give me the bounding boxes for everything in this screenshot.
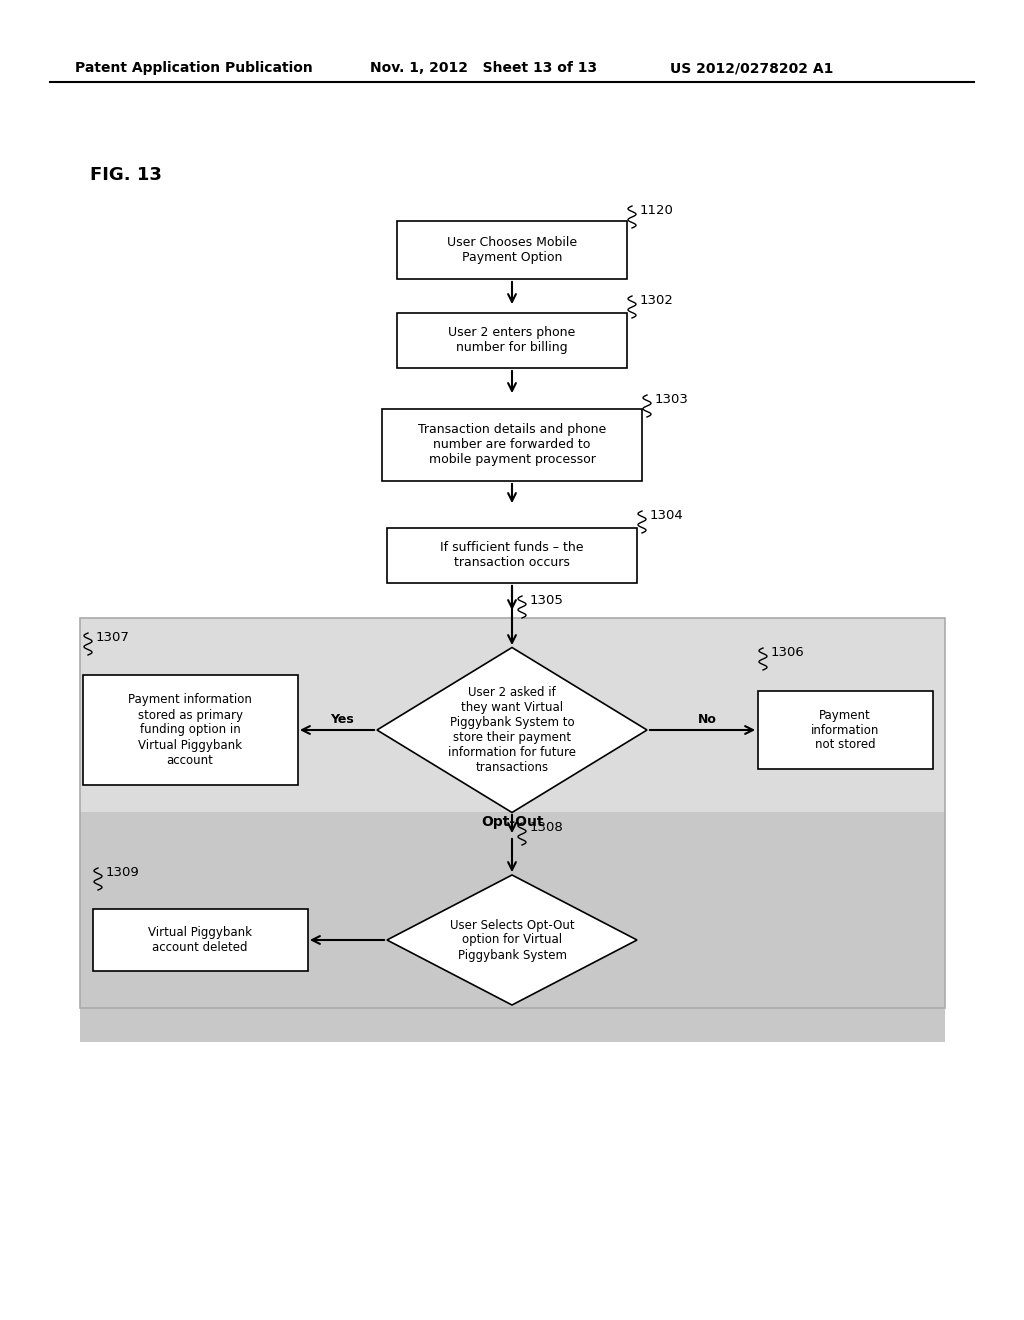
FancyBboxPatch shape (758, 690, 933, 770)
Polygon shape (387, 875, 637, 1005)
Text: Yes: Yes (330, 713, 354, 726)
Polygon shape (377, 648, 647, 813)
Text: Transaction details and phone
number are forwarded to
mobile payment processor: Transaction details and phone number are… (418, 424, 606, 466)
Text: 1305: 1305 (530, 594, 564, 607)
FancyBboxPatch shape (382, 409, 642, 480)
Text: US 2012/0278202 A1: US 2012/0278202 A1 (670, 61, 834, 75)
Text: User Selects Opt-Out
option for Virtual
Piggybank System: User Selects Opt-Out option for Virtual … (450, 919, 574, 961)
Text: 1306: 1306 (771, 645, 805, 659)
Text: User 2 asked if
they want Virtual
Piggybank System to
store their payment
inform: User 2 asked if they want Virtual Piggyb… (449, 686, 575, 774)
Text: Payment information
stored as primary
funding option in
Virtual Piggybank
accoun: Payment information stored as primary fu… (128, 693, 252, 767)
Text: FIG. 13: FIG. 13 (90, 166, 162, 183)
FancyBboxPatch shape (80, 618, 945, 1008)
FancyBboxPatch shape (397, 313, 627, 367)
Text: User Chooses Mobile
Payment Option: User Chooses Mobile Payment Option (446, 236, 578, 264)
Text: Payment
information
not stored: Payment information not stored (811, 709, 880, 751)
FancyBboxPatch shape (92, 909, 307, 972)
Text: Patent Application Publication: Patent Application Publication (75, 61, 312, 75)
Text: 1303: 1303 (655, 393, 689, 407)
Text: 1302: 1302 (640, 294, 674, 308)
FancyBboxPatch shape (397, 220, 627, 279)
Text: 1120: 1120 (640, 205, 674, 216)
Text: User 2 enters phone
number for billing: User 2 enters phone number for billing (449, 326, 575, 354)
Text: If sufficient funds – the
transaction occurs: If sufficient funds – the transaction oc… (440, 541, 584, 569)
Text: 1308: 1308 (530, 821, 564, 834)
Text: No: No (698, 713, 717, 726)
Text: 1309: 1309 (106, 866, 139, 879)
Text: Virtual Piggybank
account deleted: Virtual Piggybank account deleted (148, 927, 252, 954)
Text: 1307: 1307 (96, 631, 130, 644)
Text: Opt-Out: Opt-Out (480, 814, 544, 829)
FancyBboxPatch shape (83, 675, 298, 785)
FancyBboxPatch shape (80, 812, 945, 1041)
Text: Nov. 1, 2012   Sheet 13 of 13: Nov. 1, 2012 Sheet 13 of 13 (370, 61, 597, 75)
Text: 1304: 1304 (650, 510, 684, 521)
FancyBboxPatch shape (387, 528, 637, 582)
